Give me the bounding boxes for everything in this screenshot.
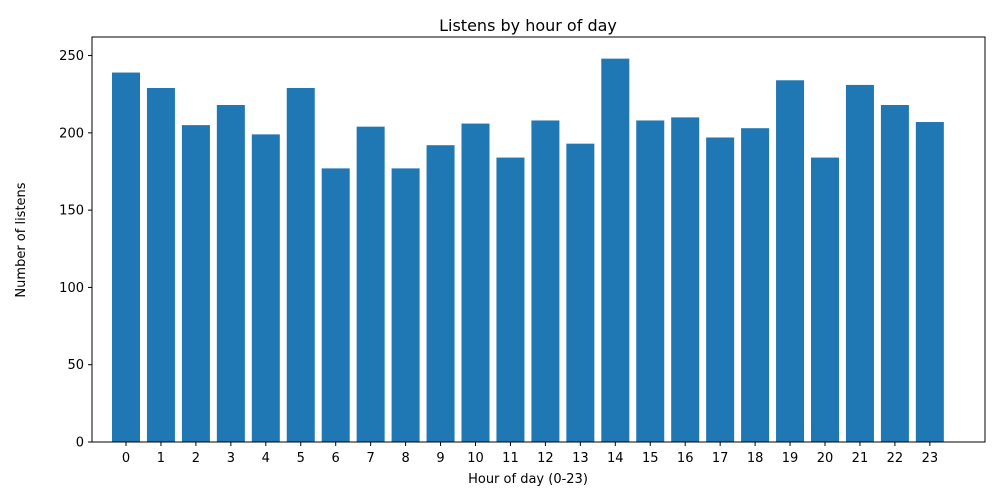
x-tick-label: 17 [712,451,729,466]
y-axis-label: Number of listens [14,182,29,297]
bar-hour-4 [251,134,280,442]
bar-hour-18 [741,128,770,442]
y-tick-label: 250 [59,49,84,64]
x-axis-label: Hour of day (0-23) [468,472,588,487]
x-tick-label: 11 [502,451,519,466]
bar-hour-16 [671,117,700,442]
y-axis-ticks: 0 50 100 150 200 250 [59,49,92,451]
x-tick-label: 8 [401,451,409,466]
x-tick-label: 5 [297,451,305,466]
plot-frame [91,36,986,443]
x-tick-label: 15 [642,451,659,466]
bar-hour-1 [146,88,175,442]
x-tick-label: 3 [227,451,235,466]
bar-hour-20 [811,157,839,442]
x-tick-label: 16 [677,451,694,466]
x-tick-label: 22 [887,451,904,466]
x-tick-label: 19 [782,451,799,466]
bar-hour-9 [426,145,455,442]
y-tick-label: 50 [67,358,84,373]
bar-hour-3 [216,105,245,443]
x-tick-label: 9 [436,451,444,466]
bar-hour-11 [496,157,525,442]
bar-hour-14 [601,58,630,442]
bar-hour-17 [706,137,735,443]
bar-hour-15 [636,120,665,442]
y-tick-label: 0 [76,436,84,451]
bar-hour-2 [181,125,210,443]
bar-hour-22 [880,105,909,443]
bar-hour-5 [286,88,315,442]
x-tick-label: 10 [467,451,484,466]
x-tick-label: 0 [122,451,130,466]
y-tick-label: 150 [59,204,84,219]
bar-hour-0 [112,72,140,443]
bar-hour-13 [566,143,595,442]
x-tick-label: 7 [367,451,375,466]
x-tick-label: 4 [262,451,270,466]
x-tick-label: 6 [332,451,340,466]
x-tick-label: 21 [852,451,869,466]
y-tick-label: 100 [59,281,84,296]
x-tick-label: 13 [572,451,589,466]
bar-hour-6 [321,168,350,442]
bar-hour-7 [356,126,385,442]
x-tick-label: 2 [192,451,200,466]
bars-group [112,58,944,443]
bar-hour-21 [845,84,874,443]
y-tick-label: 200 [59,126,84,141]
x-tick-label: 14 [607,451,624,466]
x-tick-label: 12 [537,451,554,466]
bar-hour-23 [915,122,944,443]
x-axis-ticks: 0 1 2 3 4 5 6 7 8 9 10 11 12 13 14 15 16 17 18 19 20 21 22 23 [122,442,938,466]
x-tick-label: 1 [157,451,165,466]
bar-hour-19 [776,80,805,442]
x-tick-label: 23 [922,451,939,466]
bar-hour-8 [391,168,420,442]
x-tick-label: 20 [817,451,834,466]
bar-hour-10 [461,123,490,442]
x-tick-label: 18 [747,451,764,466]
bar-hour-12 [531,120,560,442]
chart-title: Listens by hour of day [439,16,617,35]
